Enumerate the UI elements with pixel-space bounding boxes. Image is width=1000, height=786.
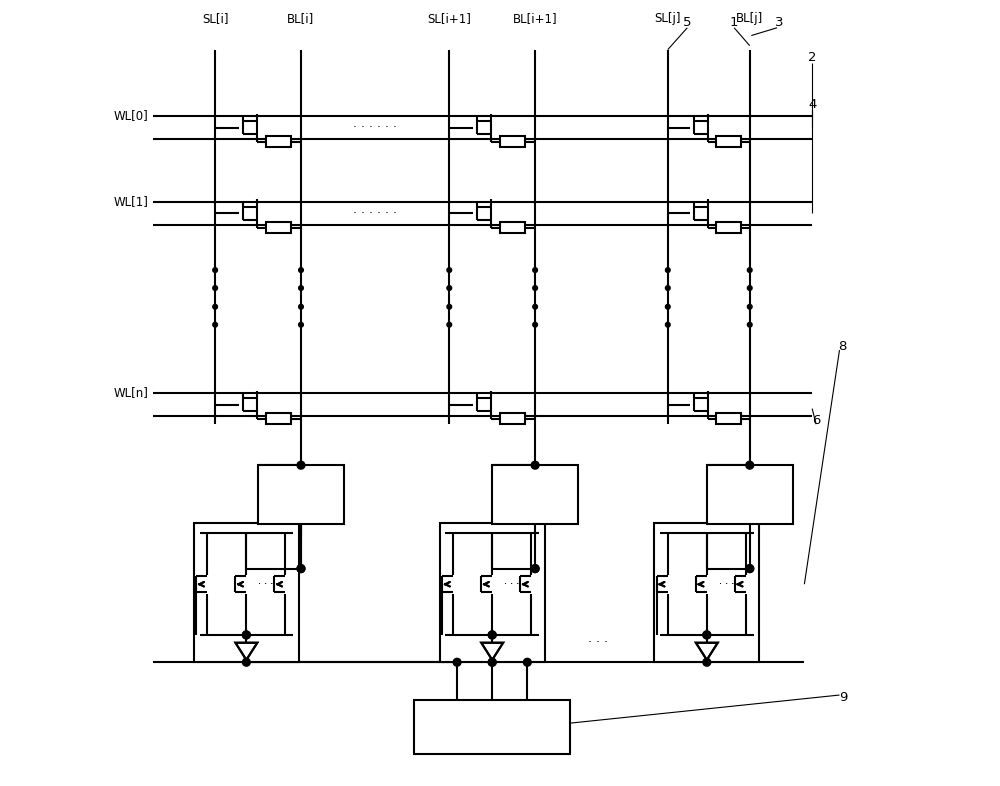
FancyBboxPatch shape <box>716 413 741 424</box>
FancyBboxPatch shape <box>500 413 525 424</box>
Text: 器: 器 <box>297 501 304 513</box>
Circle shape <box>447 268 452 273</box>
Text: 模数转换: 模数转换 <box>736 480 764 493</box>
FancyBboxPatch shape <box>266 136 291 147</box>
Text: WL[n]: WL[n] <box>114 387 149 399</box>
Circle shape <box>488 659 496 667</box>
Circle shape <box>533 304 537 309</box>
FancyBboxPatch shape <box>258 465 344 523</box>
Circle shape <box>242 631 250 639</box>
FancyBboxPatch shape <box>500 136 525 147</box>
Circle shape <box>531 461 539 469</box>
Circle shape <box>297 564 305 572</box>
Circle shape <box>533 322 537 327</box>
Circle shape <box>523 659 531 667</box>
Circle shape <box>665 322 670 327</box>
Text: SL[i+1]: SL[i+1] <box>427 12 471 25</box>
Circle shape <box>531 564 539 572</box>
Circle shape <box>746 461 754 469</box>
Text: WL[1]: WL[1] <box>114 195 149 208</box>
Text: · · ·: · · · <box>719 579 734 590</box>
Circle shape <box>299 268 303 273</box>
Text: SL[i]: SL[i] <box>202 12 228 25</box>
Text: 4: 4 <box>808 97 816 111</box>
Circle shape <box>242 631 250 639</box>
Circle shape <box>665 268 670 273</box>
Text: 器: 器 <box>532 501 539 513</box>
FancyBboxPatch shape <box>440 523 545 663</box>
Circle shape <box>299 304 303 309</box>
Text: 器: 器 <box>746 501 753 513</box>
FancyBboxPatch shape <box>654 523 759 663</box>
Circle shape <box>747 268 752 273</box>
Circle shape <box>447 322 452 327</box>
Text: · · ·: · · · <box>588 636 608 649</box>
Circle shape <box>213 268 217 273</box>
Text: 5: 5 <box>683 16 692 29</box>
Circle shape <box>703 631 711 639</box>
Circle shape <box>747 285 752 290</box>
Text: · · · · · ·: · · · · · · <box>353 121 397 134</box>
Circle shape <box>747 322 752 327</box>
Circle shape <box>488 631 496 639</box>
FancyBboxPatch shape <box>716 222 741 233</box>
Circle shape <box>533 285 537 290</box>
Text: · · ·: · · · <box>504 579 519 590</box>
Circle shape <box>242 659 250 667</box>
Text: · · ·: · · · <box>258 579 273 590</box>
Text: 6: 6 <box>812 413 820 427</box>
Circle shape <box>488 631 496 639</box>
FancyBboxPatch shape <box>414 700 570 754</box>
Text: 模数转换: 模数转换 <box>287 480 315 493</box>
Circle shape <box>703 659 711 667</box>
Text: 钳位控制器: 钳位控制器 <box>471 720 513 734</box>
Text: 8: 8 <box>838 340 846 353</box>
FancyBboxPatch shape <box>194 523 299 663</box>
Circle shape <box>213 304 217 309</box>
Text: · · ·: · · · <box>258 579 273 590</box>
FancyBboxPatch shape <box>266 413 291 424</box>
Text: · · ·: · · · <box>504 579 519 590</box>
Text: 2: 2 <box>808 51 816 64</box>
Circle shape <box>447 304 452 309</box>
Text: 1: 1 <box>730 16 738 29</box>
Circle shape <box>453 659 461 667</box>
Circle shape <box>533 268 537 273</box>
Circle shape <box>297 564 305 572</box>
Circle shape <box>488 659 496 667</box>
FancyBboxPatch shape <box>500 222 525 233</box>
FancyBboxPatch shape <box>707 465 793 523</box>
Circle shape <box>665 285 670 290</box>
Circle shape <box>447 285 452 290</box>
Text: · · ·: · · · <box>719 579 734 590</box>
Circle shape <box>746 564 754 572</box>
Circle shape <box>299 322 303 327</box>
Circle shape <box>297 461 305 469</box>
Text: BL[i]: BL[i] <box>287 12 315 25</box>
Text: 3: 3 <box>775 16 784 29</box>
Circle shape <box>746 564 754 572</box>
Text: 9: 9 <box>839 691 848 704</box>
FancyBboxPatch shape <box>492 465 578 523</box>
Circle shape <box>299 285 303 290</box>
FancyBboxPatch shape <box>266 222 291 233</box>
Circle shape <box>213 322 217 327</box>
Text: 模数转换: 模数转换 <box>521 480 549 493</box>
Text: SL[j]: SL[j] <box>655 12 681 25</box>
FancyBboxPatch shape <box>716 136 741 147</box>
Text: · · · · · ·: · · · · · · <box>353 207 397 220</box>
Circle shape <box>703 631 711 639</box>
Circle shape <box>531 564 539 572</box>
Circle shape <box>747 304 752 309</box>
Text: WL[0]: WL[0] <box>114 109 149 123</box>
Circle shape <box>665 304 670 309</box>
Text: BL[i+1]: BL[i+1] <box>513 12 557 25</box>
Circle shape <box>213 285 217 290</box>
Text: BL[j]: BL[j] <box>736 12 763 25</box>
